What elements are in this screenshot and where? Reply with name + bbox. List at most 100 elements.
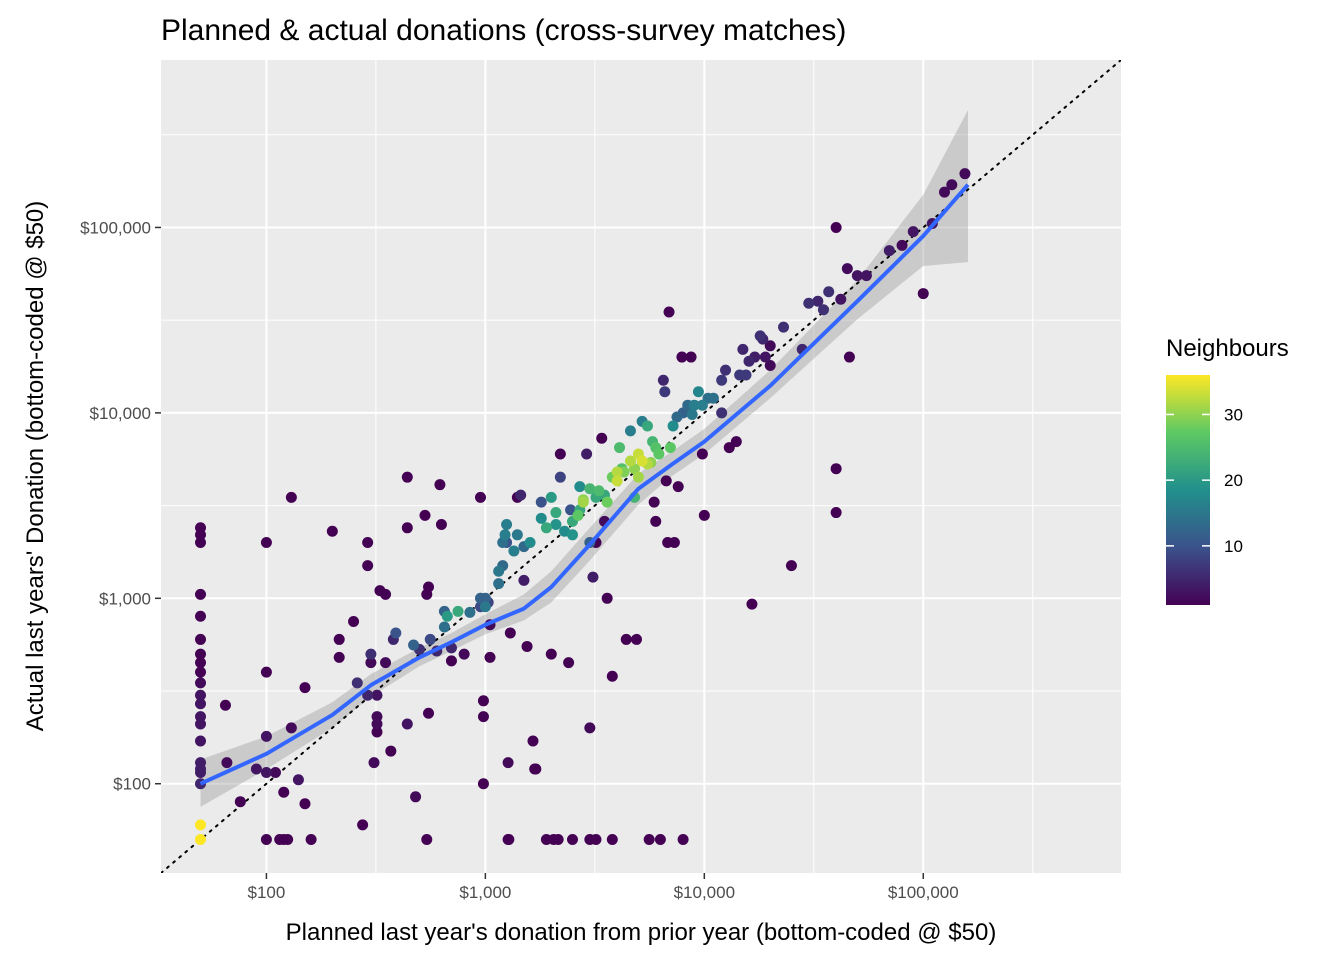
data-point xyxy=(554,448,566,460)
y-tick-label: $10,000 xyxy=(90,404,151,423)
data-point xyxy=(527,735,539,747)
data-point xyxy=(896,239,908,251)
data-point xyxy=(292,774,304,786)
data-point xyxy=(401,471,413,483)
data-point xyxy=(260,766,272,778)
data-point xyxy=(333,651,345,663)
data-point xyxy=(830,507,842,519)
data-point xyxy=(195,834,207,846)
data-point xyxy=(535,512,547,524)
smooth-fit-line xyxy=(199,183,970,786)
confidence-ribbon xyxy=(200,109,968,807)
data-point xyxy=(554,471,566,483)
data-point xyxy=(368,757,380,769)
data-point xyxy=(841,263,853,275)
data-point xyxy=(371,726,383,738)
data-point xyxy=(823,286,835,298)
data-point xyxy=(778,321,790,333)
data-point xyxy=(351,677,363,689)
data-point xyxy=(479,592,491,604)
data-point xyxy=(401,522,413,534)
data-point xyxy=(601,496,613,508)
data-point xyxy=(424,633,436,645)
data-point xyxy=(326,525,338,537)
y-axis: $100 $1,000 $10,000 $100,000 xyxy=(80,218,161,794)
data-point xyxy=(260,666,272,678)
data-point xyxy=(663,306,675,318)
data-point xyxy=(817,304,829,316)
x-axis: $100 $1,000 $10,000 $100,000 xyxy=(248,873,959,902)
data-point xyxy=(524,536,536,548)
data-point xyxy=(917,288,929,300)
legend-ticks: 10 20 30 xyxy=(1166,405,1243,556)
legend-colorbar xyxy=(1166,375,1210,605)
data-point xyxy=(504,627,516,639)
data-point xyxy=(269,766,281,778)
data-point xyxy=(423,707,435,719)
data-point xyxy=(696,399,708,411)
data-point xyxy=(260,536,272,548)
data-point xyxy=(438,621,450,633)
data-point xyxy=(659,386,671,398)
data-point xyxy=(860,270,872,282)
data-point xyxy=(636,455,648,467)
data-point xyxy=(477,695,489,707)
data-point xyxy=(653,448,665,460)
data-point xyxy=(493,578,505,590)
data-point xyxy=(365,657,377,669)
data-point xyxy=(452,605,464,617)
data-point xyxy=(195,588,207,600)
data-point xyxy=(371,718,383,730)
data-point xyxy=(221,757,233,769)
data-point xyxy=(593,485,605,497)
data-point xyxy=(503,834,515,846)
data-point xyxy=(563,657,575,669)
data-point xyxy=(785,560,797,572)
data-point xyxy=(650,515,662,527)
data-point xyxy=(959,168,971,180)
x-axis-title: Planned last year's donation from prior … xyxy=(286,919,997,946)
data-point xyxy=(643,834,655,846)
chart-title: Planned & actual donations (cross-survey… xyxy=(161,14,846,47)
data-point xyxy=(552,834,564,846)
data-point xyxy=(587,571,599,583)
data-point xyxy=(545,491,557,503)
data-point xyxy=(195,735,207,747)
data-point xyxy=(707,392,719,404)
data-point xyxy=(195,610,207,622)
data-point xyxy=(835,293,847,305)
data-point xyxy=(851,270,863,282)
data-point xyxy=(664,442,676,454)
data-point xyxy=(195,633,207,645)
data-point xyxy=(620,633,632,645)
data-point xyxy=(474,491,486,503)
data-point xyxy=(611,475,623,487)
data-point xyxy=(812,295,824,307)
data-point xyxy=(435,519,447,531)
y-tick-label: $100 xyxy=(113,775,151,794)
data-point xyxy=(299,682,311,694)
data-point xyxy=(484,651,496,663)
data-point xyxy=(641,420,653,432)
data-point xyxy=(759,351,771,363)
data-point xyxy=(195,666,207,678)
data-point xyxy=(550,519,562,531)
data-point xyxy=(434,479,446,491)
data-point xyxy=(624,455,636,467)
data-point xyxy=(676,351,688,363)
x-tick-label: $1,000 xyxy=(459,883,511,902)
data-point xyxy=(698,509,710,521)
data-point xyxy=(660,475,672,487)
data-point xyxy=(357,819,369,831)
data-point xyxy=(830,463,842,475)
data-point xyxy=(458,648,470,660)
data-point xyxy=(566,834,578,846)
data-point xyxy=(479,601,491,613)
data-point xyxy=(285,491,297,503)
data-point xyxy=(716,407,728,419)
data-point xyxy=(333,633,345,645)
data-point xyxy=(401,718,413,730)
data-point xyxy=(362,560,374,572)
data-point xyxy=(380,657,392,669)
data-point xyxy=(692,386,704,398)
